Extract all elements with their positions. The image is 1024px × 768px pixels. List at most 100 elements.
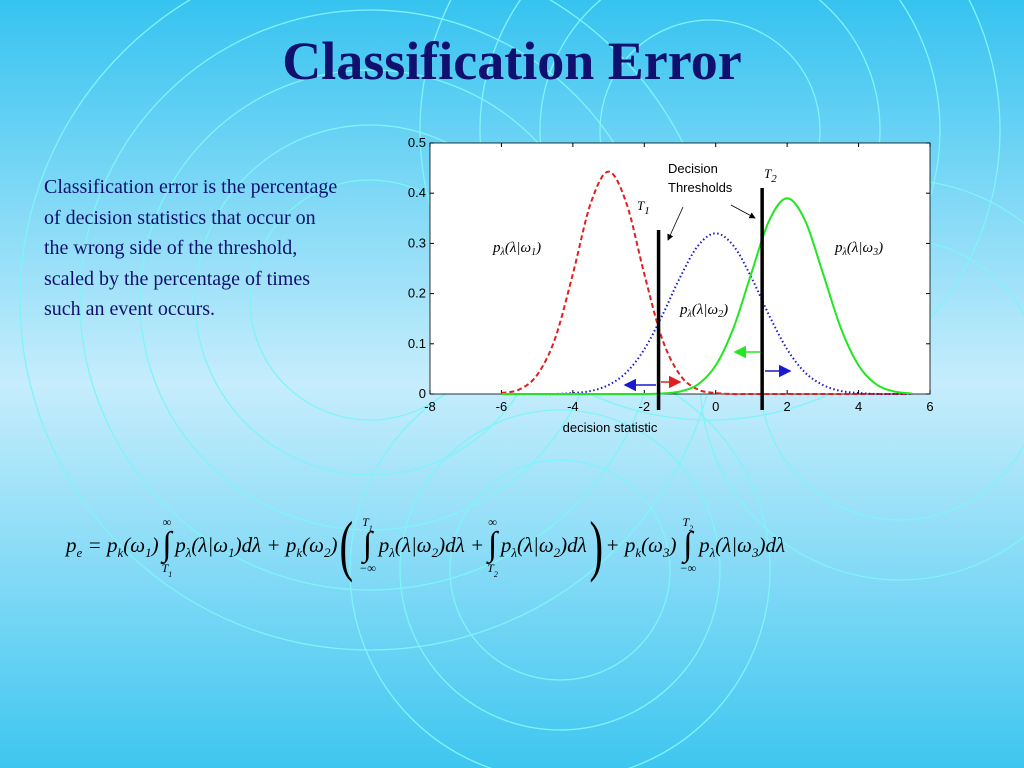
term-text: ) (669, 532, 677, 557)
term-text: (λ|ω (516, 532, 554, 557)
limit-text: T (161, 561, 169, 575)
term-text: (ω (123, 532, 146, 557)
equation-term: (λ|ω 1 (191, 532, 234, 560)
term-text: (λ|ω (191, 532, 229, 557)
term-text: (ω (302, 532, 324, 557)
y-tick-label: 0.1 (408, 336, 426, 351)
curve-label-part: (λ|ω (505, 240, 531, 256)
curve-label-part: p (679, 302, 688, 318)
equation-term: (λ|ω 2 (516, 532, 561, 560)
curve-label-part: ) (877, 240, 883, 256)
equation-term: (λ|ω 2 (394, 532, 439, 560)
integral: T1 ∫ −∞ (359, 516, 376, 574)
x-tick-label: -2 (639, 399, 651, 414)
upper-limit: ∞ (163, 516, 172, 528)
threshold-label: T1 (637, 198, 650, 217)
x-tick-label: -4 (567, 399, 579, 414)
upper-limit: T1 (362, 515, 373, 533)
y-tick-label: 0.5 (408, 135, 426, 150)
curve-label-part: λ (687, 309, 693, 320)
term-text: p (175, 532, 186, 557)
limit-text: −∞ (679, 561, 697, 575)
upper-limit: ∞ (488, 516, 497, 528)
limit-text: T (362, 515, 369, 529)
lower-limit: −∞ (359, 562, 376, 574)
term-sub: k (635, 544, 642, 560)
equation-term: ) (152, 533, 159, 558)
limit-sub: 1 (368, 524, 373, 533)
term-sub: 3 (662, 544, 670, 560)
y-tick-label: 0 (419, 386, 426, 401)
equation-term: )dλ + (438, 533, 484, 558)
term-text: p (66, 532, 77, 557)
curve-label: pλ(λ|ω3) (834, 240, 883, 258)
equation-term: ) (669, 533, 676, 558)
x-axis-label: decision statistic (563, 420, 658, 435)
curve-label-part: (λ|ω (847, 240, 873, 256)
equation-term: )dλ (758, 533, 785, 558)
term-text: ) (151, 532, 159, 557)
curve-label-part: p (834, 240, 843, 256)
term-text: ) (330, 532, 338, 557)
threshold-label-sub: 2 (771, 173, 777, 185)
plot-area (429, 142, 931, 395)
x-tick-label: 0 (712, 399, 719, 414)
term-text: (λ|ω (715, 532, 752, 557)
curve-label-part: ) (722, 302, 728, 318)
integral-sign: ∫ (162, 526, 172, 563)
term-text: (λ|ω (394, 532, 432, 557)
limit-text: ∞ (162, 515, 172, 529)
term-text: p (699, 532, 710, 557)
limit-sub: 2 (689, 524, 694, 533)
lower-limit: T2 (487, 562, 498, 579)
integral: ∞ ∫ T1 (161, 516, 173, 579)
body-text: Classification error is the percentage o… (44, 176, 338, 320)
threshold-label-part: T (764, 166, 772, 181)
term-text: )dλ + p (234, 532, 297, 557)
integral: ∞ ∫ T2 (487, 516, 498, 579)
term-sub: λ (511, 544, 517, 560)
integral-sign: ∫ (683, 526, 693, 563)
limit-sub: 1 (168, 570, 173, 579)
curve-label-part: 1 (531, 247, 536, 258)
x-tick-label: -6 (496, 399, 508, 414)
big-paren: ) (589, 506, 603, 583)
curve (501, 170, 913, 396)
term-sub: k (296, 544, 303, 560)
threshold-label-part: T (637, 198, 645, 213)
threshold-label: T2 (764, 166, 777, 185)
curve-label-part: (λ|ω (692, 302, 718, 318)
term-sub: 2 (431, 544, 439, 560)
upper-limit: T2 (682, 515, 693, 533)
term-sub: 1 (145, 544, 152, 560)
term-text: )dλ (560, 532, 587, 557)
curve-label-part: p (492, 240, 501, 256)
annotation: Decision (668, 161, 718, 176)
curve (501, 197, 913, 396)
term-sub: 2 (323, 544, 331, 560)
lower-limit: −∞ (679, 562, 696, 574)
equation-term: )dλ (560, 533, 587, 558)
chart: -8 -6 -4 -2 0 2 4 6 0 0.1 0.2 0.3 0.4 0.5 decision sta… (408, 135, 934, 435)
integral-sign: ∫ (487, 526, 498, 563)
curve-label-part: 3 (872, 247, 878, 258)
y-tick-label: 0.3 (408, 235, 426, 250)
y-tick-label: 0.2 (408, 286, 426, 301)
term-text: (ω (641, 532, 663, 557)
threshold-label-sub: 1 (644, 205, 650, 217)
curve-label-part: λ (500, 247, 506, 258)
x-tick-label: -8 (424, 399, 436, 414)
annotation-arrows (623, 204, 792, 392)
limit-sub: 2 (493, 570, 498, 579)
term-text: + p (605, 532, 636, 557)
term-sub: 2 (553, 544, 561, 560)
limit-text: T (682, 515, 690, 529)
